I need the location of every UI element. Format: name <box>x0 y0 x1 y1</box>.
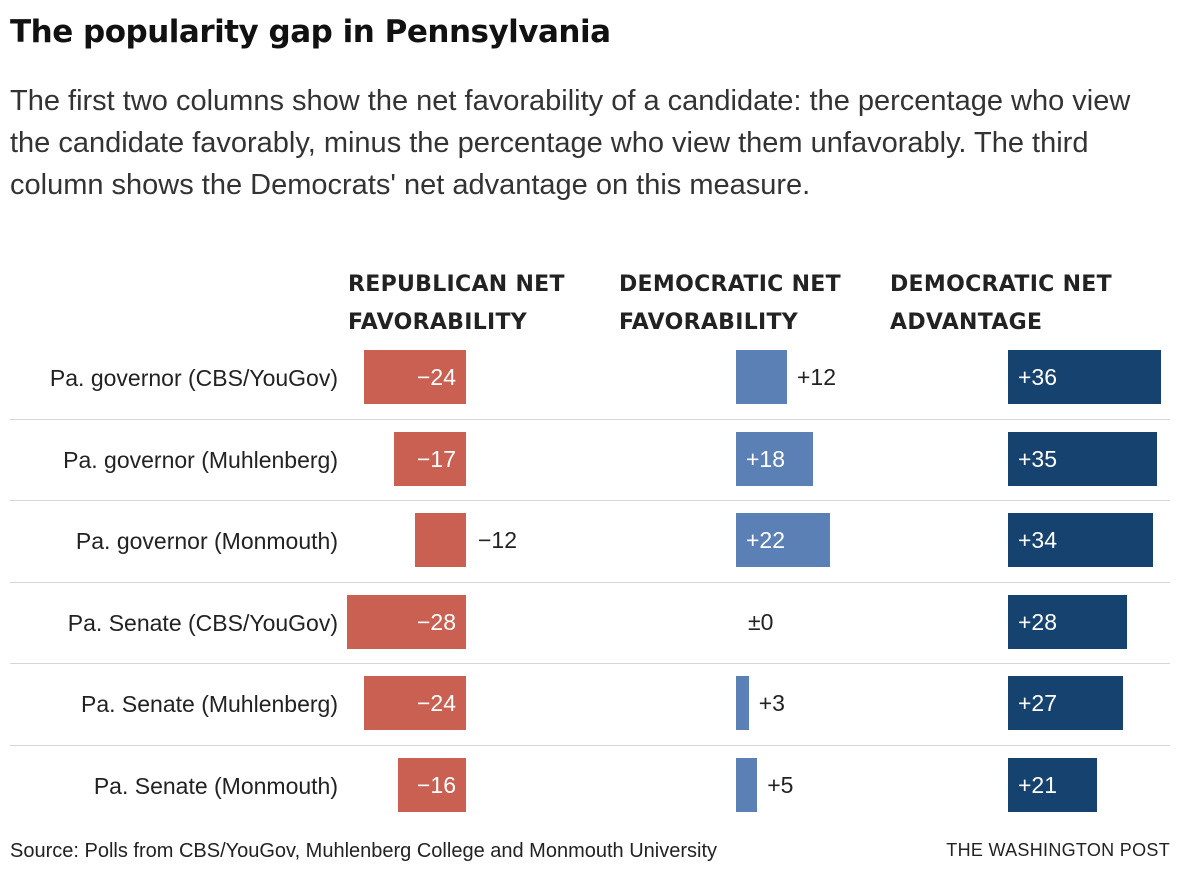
democratic-value-label: +12 <box>797 364 837 390</box>
row-label: Pa. governor (Monmouth) <box>75 528 338 554</box>
democratic-bar <box>736 757 758 812</box>
republican-value-label: −24 <box>416 364 456 390</box>
header-line: DEMOCRATIC NET <box>619 272 841 297</box>
chart-subtitle: The first two columns show the net favor… <box>10 85 1131 201</box>
row-label: Pa. Senate (CBS/YouGov) <box>67 609 338 636</box>
row-label: Pa. Senate (Muhlenberg) <box>81 691 338 717</box>
democratic-bar <box>736 676 749 730</box>
row-label: Pa. governor (CBS/YouGov) <box>49 365 338 391</box>
republican-bar <box>364 676 466 730</box>
republican-value-label: −12 <box>478 527 518 553</box>
republican-bar <box>364 350 466 404</box>
advantage-bar <box>1008 594 1127 649</box>
table-row: Pa. governor (Muhlenberg) −17 +18 +35 <box>10 420 1170 501</box>
advantage-value-label: +27 <box>1018 690 1058 716</box>
democratic-value-label: +5 <box>767 771 794 798</box>
advantage-bar <box>1008 431 1157 486</box>
republican-bar <box>398 757 466 812</box>
republican-bar <box>393 431 466 486</box>
table-row: Pa. governor (Monmouth) −12 +22 +34 <box>10 501 1170 583</box>
advantage-bar <box>1008 757 1098 812</box>
advantage-value-label: +36 <box>1018 364 1058 390</box>
republican-value-label: −24 <box>416 690 456 716</box>
header-line: FAVORABILITY <box>619 310 799 335</box>
header-line: FAVORABILITY <box>348 310 528 335</box>
row-label: Pa. governor (Muhlenberg) <box>63 446 338 473</box>
republican-value-label: −16 <box>416 771 456 798</box>
table-row: Pa. Senate (CBS/YouGov) −28 ±0 +28 <box>10 583 1170 664</box>
advantage-value-label: +28 <box>1018 608 1058 635</box>
source-note: Source: Polls from CBS/YouGov, Muhlenber… <box>10 840 718 862</box>
column-header-advantage: DEMOCRATIC NET ADVANTAGE <box>890 266 1112 342</box>
republican-bar <box>415 513 466 567</box>
republican-value-label: −28 <box>416 608 456 635</box>
table-row: Pa. governor (CBS/YouGov) −24 +12 +36 <box>10 338 1170 420</box>
header-line: DEMOCRATIC NET <box>890 272 1112 297</box>
advantage-value-label: +21 <box>1018 771 1058 798</box>
democratic-bar <box>736 513 830 567</box>
democratic-value-label: +3 <box>758 690 785 716</box>
chart-rows: Pa. governor (CBS/YouGov) −24 +12 +36 Pa. go… <box>10 338 1170 826</box>
democratic-bar <box>736 431 813 486</box>
column-header-democratic: DEMOCRATIC NET FAVORABILITY <box>619 266 841 342</box>
table-row: Pa. Senate (Monmouth) −16 +5 +21 <box>10 746 1170 827</box>
democratic-bar <box>736 350 787 404</box>
header-line: REPUBLICAN NET <box>348 272 565 297</box>
column-header-republican: REPUBLICAN NET FAVORABILITY <box>348 266 565 342</box>
header-line: ADVANTAGE <box>890 310 1043 335</box>
advantage-bar <box>1008 350 1161 404</box>
republican-value-label: −17 <box>416 445 456 472</box>
democratic-value-label: +22 <box>746 527 786 553</box>
credit-logo: THE WASHINGTON POST <box>946 840 1170 860</box>
advantage-bar <box>1008 513 1153 567</box>
advantage-value-label: +34 <box>1018 527 1058 553</box>
democratic-value-label: +18 <box>746 445 786 472</box>
advantage-value-label: +35 <box>1018 445 1058 472</box>
democratic-value-label: ±0 <box>748 608 774 635</box>
table-row: Pa. Senate (Muhlenberg) −24 +3 +27 <box>10 664 1170 746</box>
row-label: Pa. Senate (Monmouth) <box>93 772 338 799</box>
advantage-bar <box>1008 676 1123 730</box>
republican-bar <box>347 594 466 649</box>
chart-title: The popularity gap in Pennsylvania <box>10 14 611 50</box>
